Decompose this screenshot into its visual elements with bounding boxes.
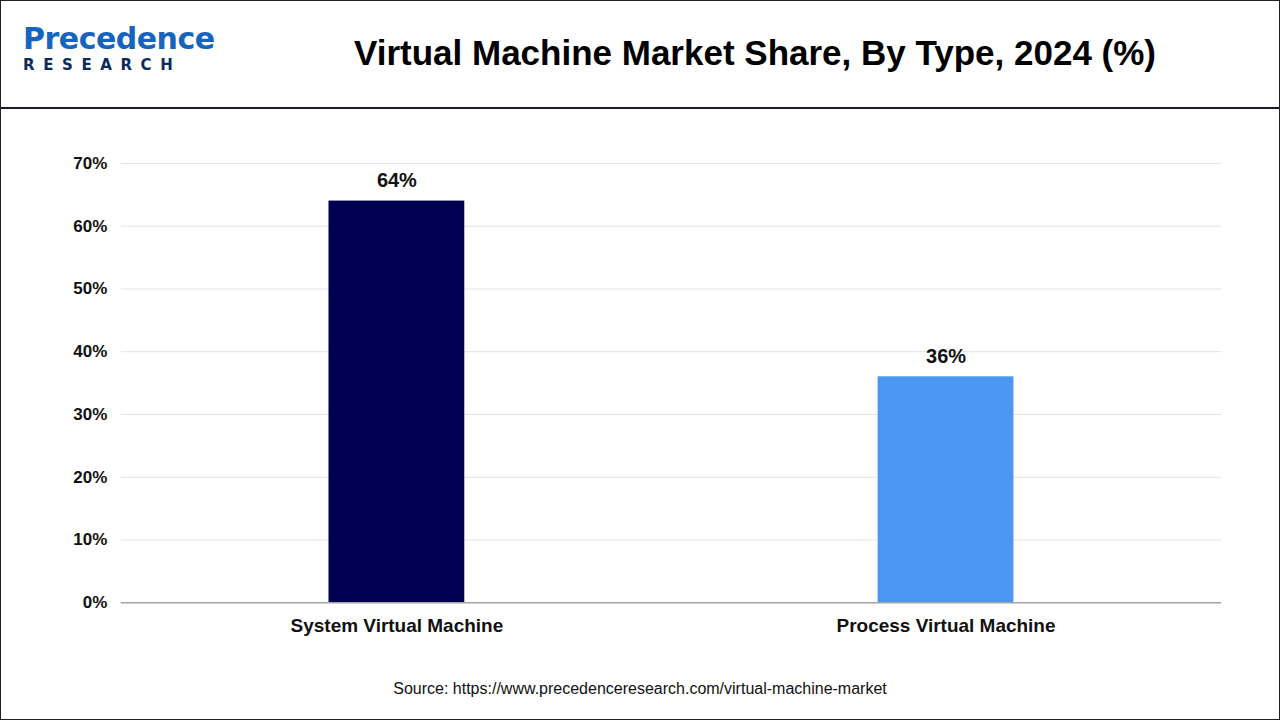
html-text:Virtual Machine Market Share,: Virtual Machine Market Share, By Type, 2… (354, 33, 1156, 72)
svg-text:40%: 40% (73, 342, 107, 361)
html-text:RESEARCH: RESEARCH (23, 56, 182, 74)
svg-text:60%: 60% (73, 217, 107, 236)
svg-text:10%: 10% (73, 530, 107, 549)
svg-text:70%: 70% (73, 154, 107, 173)
html-text:Source: https://www.precedence: Source: https://www.precedenceresearch.c… (393, 680, 887, 697)
html-text:Precedence: Precedence (23, 21, 215, 56)
svg-text:System Virtual Machine: System Virtual Machine (291, 615, 504, 636)
svg-text:36%: 36% (926, 345, 966, 367)
svg-text:50%: 50% (73, 279, 107, 298)
svg-text:20%: 20% (73, 468, 107, 487)
svg-text:0%: 0% (83, 593, 108, 612)
svg-text:64%: 64% (377, 169, 417, 191)
svg-text:30%: 30% (73, 405, 107, 424)
svg-text:Process Virtual Machine: Process Virtual Machine (837, 615, 1056, 636)
